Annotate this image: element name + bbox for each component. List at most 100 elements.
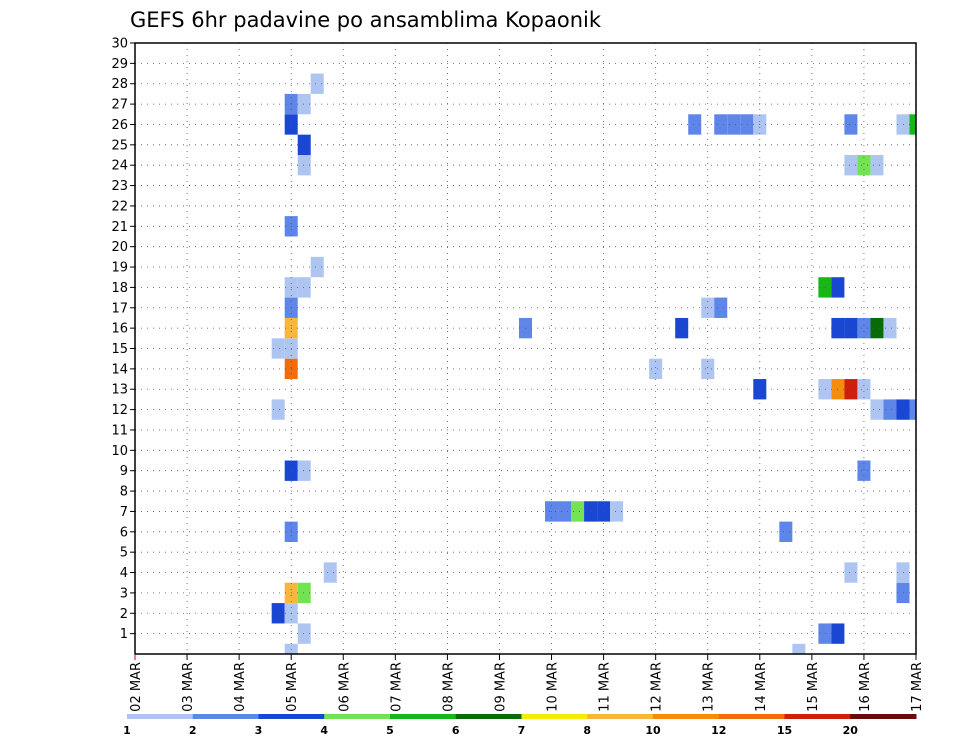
- precip-cell-m7-s35: [584, 501, 598, 522]
- legend-swatch-8: [587, 714, 654, 719]
- y-tick-label-27: 27: [111, 98, 128, 113]
- precip-cell-m13-s55: [844, 379, 858, 400]
- legend-swatch-6: [455, 714, 522, 719]
- legend-swatch-7: [521, 714, 588, 719]
- y-tick-label-25: 25: [111, 138, 128, 153]
- y-tick-label-13: 13: [111, 383, 128, 398]
- precip-cell-m17-s45: [714, 297, 728, 318]
- y-tick-label-11: 11: [111, 423, 128, 438]
- x-tick-label-5: 07 MAR: [389, 662, 404, 712]
- y-tick-label-29: 29: [111, 57, 128, 72]
- x-tick-label-1: 03 MAR: [181, 662, 196, 712]
- legend-label-7: 7: [518, 724, 526, 737]
- legend-swatch-2: [192, 714, 259, 719]
- y-tick-label-6: 6: [120, 525, 128, 540]
- y-tick-label-19: 19: [111, 261, 128, 276]
- legend-swatch-15: [784, 714, 851, 719]
- legend-swatch-3: [258, 714, 325, 719]
- legend-label-6: 6: [452, 724, 460, 737]
- legend-label-3: 3: [255, 724, 263, 737]
- x-tick-label-3: 05 MAR: [285, 662, 300, 712]
- color-legend: 1 2 3 4 5 6 7 8 10 12 15 20: [123, 714, 917, 737]
- precip-cell-m14-s44: [701, 358, 715, 380]
- precip-cell-m2-s11: [271, 603, 285, 624]
- precip-cell-m9-s13: [297, 460, 311, 481]
- legend-swatch-1: [127, 714, 194, 719]
- precip-cell-m26-s60: [909, 114, 916, 135]
- y-tick-label-21: 21: [111, 220, 128, 235]
- y-tick-label-9: 9: [120, 464, 128, 479]
- precip-cells: [271, 73, 916, 654]
- precip-cell-m24-s55: [844, 155, 858, 176]
- precip-cell-m16-s56: [857, 317, 871, 339]
- precip-cell-m12-s57: [870, 399, 884, 420]
- precip-cell-m24-s13: [297, 155, 311, 176]
- precip-cell-m26-s59: [896, 114, 910, 135]
- precip-cell-m13-s53: [818, 379, 832, 400]
- precip-cell-m24-s56: [857, 155, 871, 176]
- precip-cell-m12-s11: [271, 399, 285, 420]
- x-tick-label-11: 13 MAR: [702, 662, 717, 712]
- precip-cell-m26-s47: [740, 114, 754, 135]
- precip-cell-m26-s45: [714, 114, 728, 135]
- x-tick-label-0: 02 MAR: [129, 662, 144, 712]
- precip-cell-m4-s15: [323, 562, 337, 583]
- precip-cell-m12-s60: [909, 399, 916, 420]
- y-tick-label-24: 24: [111, 159, 128, 174]
- x-tick-label-9: 11 MAR: [598, 662, 613, 712]
- precip-cell-m26-s43: [688, 114, 702, 135]
- y-tick-label-30: 30: [111, 37, 128, 52]
- x-axis-ticks: 02 MAR 03 MAR 04 MAR 05 MAR 06 MAR 07 MAR 08 M…: [129, 654, 925, 712]
- precip-cell-m6-s50: [779, 521, 793, 542]
- precip-cell-m13-s56: [857, 379, 871, 400]
- y-tick-label-5: 5: [120, 546, 128, 561]
- y-tick-label-18: 18: [111, 281, 128, 296]
- y-axis-ticks: 1234567891011121314151617181920212223242…: [111, 37, 135, 642]
- precip-cell-m14-s40: [649, 358, 663, 380]
- precip-cell-m24-s57: [870, 155, 884, 176]
- precip-cell-m28-s14: [310, 73, 324, 94]
- precip-cell-m7-s34: [571, 501, 585, 522]
- legend-label-4: 4: [320, 724, 328, 737]
- x-tick-label-4: 06 MAR: [337, 662, 352, 712]
- x-tick-label-14: 16 MAR: [858, 662, 873, 712]
- y-tick-label-1: 1: [120, 627, 128, 642]
- x-tick-label-12: 14 MAR: [754, 662, 769, 712]
- legend-label-15: 15: [777, 724, 792, 737]
- x-tick-label-7: 09 MAR: [493, 662, 508, 712]
- y-tick-label-4: 4: [120, 566, 128, 581]
- y-tick-label-10: 10: [111, 444, 128, 459]
- precip-cell-m18-s13: [297, 277, 311, 298]
- legend-label-1: 1: [123, 724, 131, 737]
- y-tick-label-17: 17: [111, 301, 128, 316]
- precip-cell-m4-s59: [896, 562, 910, 583]
- precip-cell-m26-s55: [844, 114, 858, 135]
- precip-cell-m0-s51: [792, 643, 806, 654]
- legend-swatch-10: [653, 714, 720, 719]
- grid-lines: [135, 42, 916, 654]
- precip-cell-m15-s11: [271, 338, 285, 359]
- legend-label-10: 10: [645, 724, 661, 737]
- precip-cell-m1-s53: [818, 623, 832, 644]
- y-tick-label-26: 26: [111, 118, 128, 133]
- legend-swatch-20: [850, 714, 917, 719]
- y-tick-label-7: 7: [120, 505, 128, 520]
- x-tick-label-15: 17 MAR: [910, 662, 925, 712]
- y-tick-label-22: 22: [111, 199, 128, 214]
- chart-title: GEFS 6hr padavine po ansamblima Kopaonik: [130, 8, 602, 32]
- legend-swatch-12: [718, 714, 785, 719]
- precip-cell-m7-s37: [610, 501, 624, 522]
- precip-cell-m19-s14: [310, 256, 324, 278]
- precip-cell-m25-s13: [297, 134, 311, 156]
- y-tick-label-2: 2: [120, 607, 128, 622]
- precip-cell-m18-s53: [818, 277, 832, 298]
- y-tick-label-28: 28: [111, 77, 128, 92]
- y-tick-label-3: 3: [120, 586, 128, 601]
- precip-cell-m12-s59: [896, 399, 910, 420]
- precip-cell-m3-s13: [297, 582, 311, 604]
- y-tick-label-14: 14: [111, 362, 128, 377]
- y-tick-label-23: 23: [111, 179, 128, 194]
- y-tick-label-8: 8: [120, 485, 128, 500]
- precip-cell-m3-s59: [896, 582, 910, 604]
